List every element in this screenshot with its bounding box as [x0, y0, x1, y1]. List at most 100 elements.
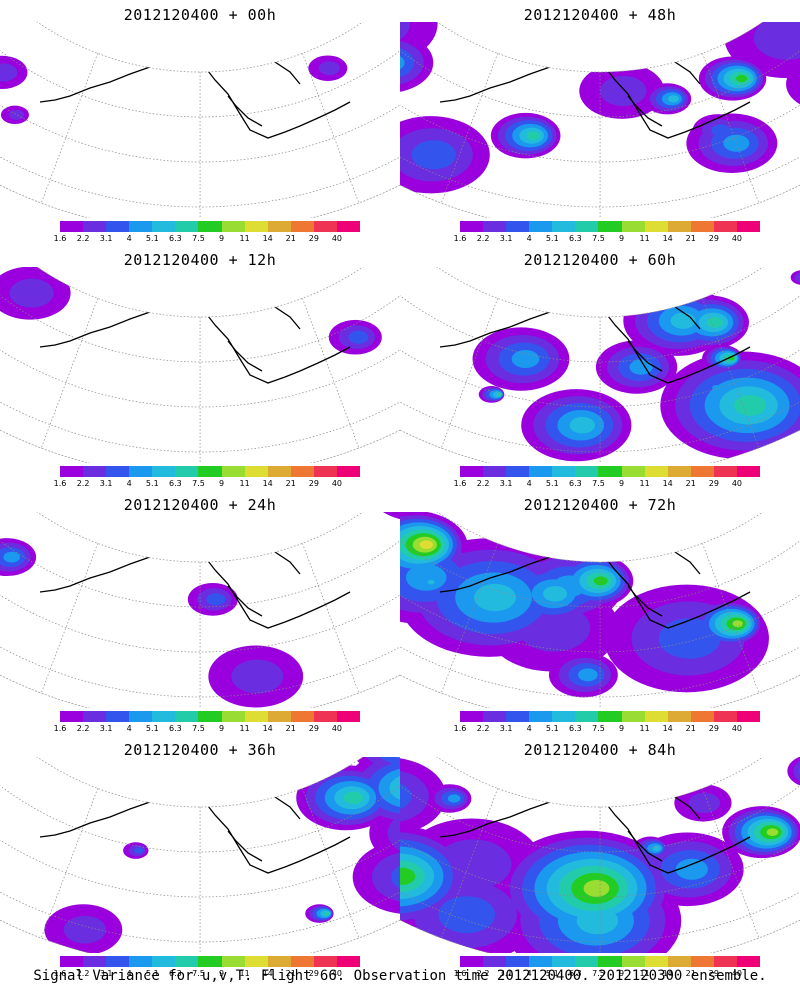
- colorbar-swatch: [552, 956, 576, 967]
- variance-contour: [411, 140, 456, 170]
- colorbar-swatch: [460, 956, 484, 967]
- colorbar-tick-label: 40: [731, 234, 743, 243]
- colorbar-tick-label: 29: [708, 724, 719, 733]
- colorbar-tick-label: 6.3: [569, 234, 582, 243]
- panel-title: 2012120400 + 00h: [123, 6, 277, 24]
- colorbar-swatch: [175, 956, 199, 967]
- colorbar-labels: 1.6 2.2 3.1 4 5.1 6.3 7.5 9 11 14 21 29 40: [54, 234, 360, 244]
- colorbar-swatch: [175, 711, 199, 722]
- colorbar-swatch: [336, 711, 361, 722]
- variance-contour: [438, 896, 495, 934]
- variance-contour: [675, 858, 708, 880]
- colorbar: [460, 466, 761, 477]
- forecast-map: [0, 757, 400, 953]
- map-panel: 2012120400 + 24h 1.6 2.2 3.1 4 5.1 6.3 7.5 9 11 14…: [0, 490, 400, 735]
- colorbar-tick-label: 14: [662, 479, 673, 488]
- colorbar: [460, 221, 761, 232]
- colorbar-swatch: [552, 221, 576, 232]
- colorbar-tick-label: 2.2: [476, 724, 490, 733]
- colorbar-swatch: [152, 956, 176, 967]
- coastline-path: [627, 585, 663, 617]
- colorbar-swatch: [106, 711, 130, 722]
- map-panel: 2012120400 + 72h 1.6 2.2 3.1 4 5.1 6.3 7.5 9 11 14…: [400, 490, 800, 735]
- colorbar-tick-label: 2.2: [476, 969, 490, 978]
- colorbar-tick-label: 2.2: [476, 234, 490, 243]
- colorbar-tick-label: 5.1: [145, 479, 159, 488]
- colorbar-swatch: [552, 711, 576, 722]
- colorbar-swatch: [483, 711, 507, 722]
- colorbar-swatch: [336, 956, 361, 967]
- colorbar-swatch: [644, 711, 668, 722]
- variance-contour: [352, 839, 400, 915]
- colorbar-tick-label: 40: [331, 479, 343, 488]
- colorbar-tick-label: 40: [731, 479, 743, 488]
- colorbar-swatch: [621, 466, 645, 477]
- colorbar-swatch: [506, 221, 530, 232]
- longitude-line: [392, 512, 400, 610]
- colorbar-tick-label: 3.1: [99, 479, 113, 488]
- colorbar-tick-label: 1.6: [53, 724, 67, 733]
- colorbar-labels: 1.6 2.2 3.1 4 5.1 6.3 7.5 9 11 14 21 29 40: [454, 724, 760, 734]
- colorbar-swatch: [644, 221, 668, 232]
- colorbar-swatch: [106, 956, 130, 967]
- colorbar-tick-label: 14: [262, 479, 273, 488]
- colorbar-tick-label: 40: [331, 969, 343, 978]
- colorbar-tick-label: 29: [708, 234, 719, 243]
- variance-contour: [364, 512, 400, 522]
- colorbar-swatch: [713, 711, 737, 722]
- colorbar-swatch: [529, 221, 553, 232]
- longitude-line: [40, 788, 99, 939]
- colorbar: [460, 956, 761, 967]
- colorbar-tick-label: 7.5: [192, 479, 205, 488]
- longitude-line: [302, 543, 360, 694]
- map-boundary: [400, 267, 800, 463]
- colorbar-swatch: [152, 711, 176, 722]
- variance-contour: [3, 551, 20, 563]
- colorbar-swatch: [221, 711, 245, 722]
- coastline-path: [39, 306, 351, 384]
- colorbar-swatch: [83, 956, 107, 967]
- colorbar-swatch: [106, 221, 130, 232]
- colorbar-swatch: [60, 956, 84, 967]
- variance-field: [0, 55, 348, 125]
- colorbar-tick-label: 11: [639, 479, 650, 488]
- map-boundary: [0, 757, 400, 953]
- colorbar-tick-label: 14: [262, 724, 273, 733]
- variance-contour: [405, 564, 447, 591]
- colorbar-swatch: [529, 711, 553, 722]
- colorbar-swatch: [313, 221, 337, 232]
- latitude-line: [0, 891, 400, 943]
- coastline-path: [203, 43, 247, 63]
- colorbar-swatch: [667, 221, 691, 232]
- colorbar-tick-label: 6.3: [569, 969, 582, 978]
- forecast-map: [0, 267, 400, 463]
- variance-contour: [670, 312, 696, 329]
- longitude-line: [440, 53, 499, 204]
- colorbar-swatch: [106, 466, 130, 477]
- colorbar-swatch: [667, 711, 691, 722]
- colorbar-tick-label: 9: [218, 969, 225, 978]
- colorbar: [60, 466, 361, 477]
- colorbar-tick-label: 4: [526, 479, 532, 488]
- colorbar-tick-label: 11: [639, 724, 650, 733]
- longitude-line: [702, 53, 760, 204]
- forecast-map: [400, 22, 800, 218]
- colorbar-swatch: [667, 956, 691, 967]
- colorbar-swatch: [221, 221, 245, 232]
- colorbar-swatch: [267, 956, 291, 967]
- colorbar: [60, 711, 361, 722]
- colorbar-tick-label: 7.5: [192, 234, 205, 243]
- variance-contour: [569, 416, 596, 434]
- coastline-path: [603, 778, 647, 798]
- colorbar-swatch: [244, 466, 268, 477]
- variance-contour: [578, 668, 598, 682]
- colorbar-tick-label: 3.1: [99, 969, 113, 978]
- colorbar-tick-label: 1.6: [453, 969, 467, 978]
- colorbar-swatch: [198, 956, 222, 967]
- colorbar-swatch: [506, 466, 530, 477]
- colorbar-swatch: [736, 221, 761, 232]
- colorbar-tick-label: 40: [331, 724, 343, 733]
- colorbar-tick-label: 6.3: [169, 724, 182, 733]
- longitude-line: [440, 298, 499, 449]
- colorbar-labels: 1.6 2.2 3.1 4 5.1 6.3 7.5 9 11 14 21 29 40: [454, 479, 760, 489]
